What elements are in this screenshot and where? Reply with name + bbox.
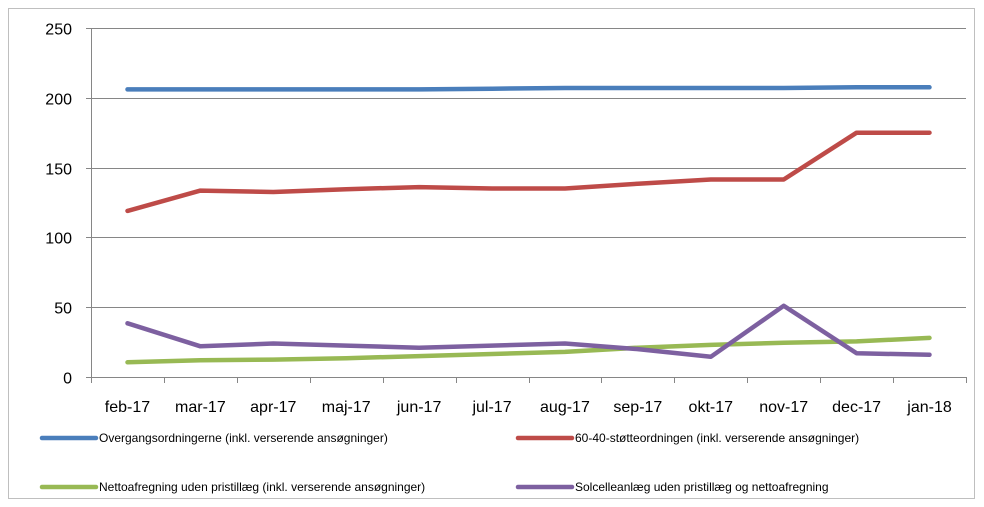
x-tick-label: jul-17 bbox=[471, 399, 511, 416]
y-tick-label: 50 bbox=[54, 301, 72, 318]
series-line-4 bbox=[125, 303, 932, 360]
y-tick-label: 150 bbox=[45, 162, 72, 179]
x-tick-label: aug-17 bbox=[540, 399, 590, 416]
x-tick-label: maj-17 bbox=[322, 399, 371, 416]
x-tick-label: okt-17 bbox=[689, 399, 734, 416]
series-line-1 bbox=[125, 85, 932, 92]
y-tick-label: 100 bbox=[45, 231, 72, 248]
x-tick-label: nov-17 bbox=[759, 399, 808, 416]
legend-label-3: Nettoafregning uden pristillæg (inkl. ve… bbox=[99, 480, 425, 494]
legend-label-1: Overgangsordningerne (inkl. verserende a… bbox=[99, 431, 388, 445]
legend-label-2: 60-40-støtteordningen (inkl. verserende … bbox=[575, 431, 859, 445]
chart-frame bbox=[8, 8, 975, 499]
x-tick-label: jan-18 bbox=[906, 399, 952, 416]
y-tick-label: 200 bbox=[45, 92, 72, 109]
x-tick-label: mar-17 bbox=[175, 399, 226, 416]
x-tick-label: sep-17 bbox=[613, 399, 662, 416]
y-tick-label: 250 bbox=[45, 22, 72, 39]
series-line-2 bbox=[125, 130, 932, 214]
y-tick-label: 0 bbox=[63, 371, 72, 388]
x-tick-label: jun-17 bbox=[396, 399, 442, 416]
x-tick-label: apr-17 bbox=[250, 399, 296, 416]
x-tick-label: dec-17 bbox=[832, 399, 881, 416]
series-line-3 bbox=[125, 335, 932, 365]
x-tick-label: feb-17 bbox=[105, 399, 150, 416]
legend-label-4: Solcelleanlæg uden pristillæg og nettoaf… bbox=[575, 480, 829, 494]
